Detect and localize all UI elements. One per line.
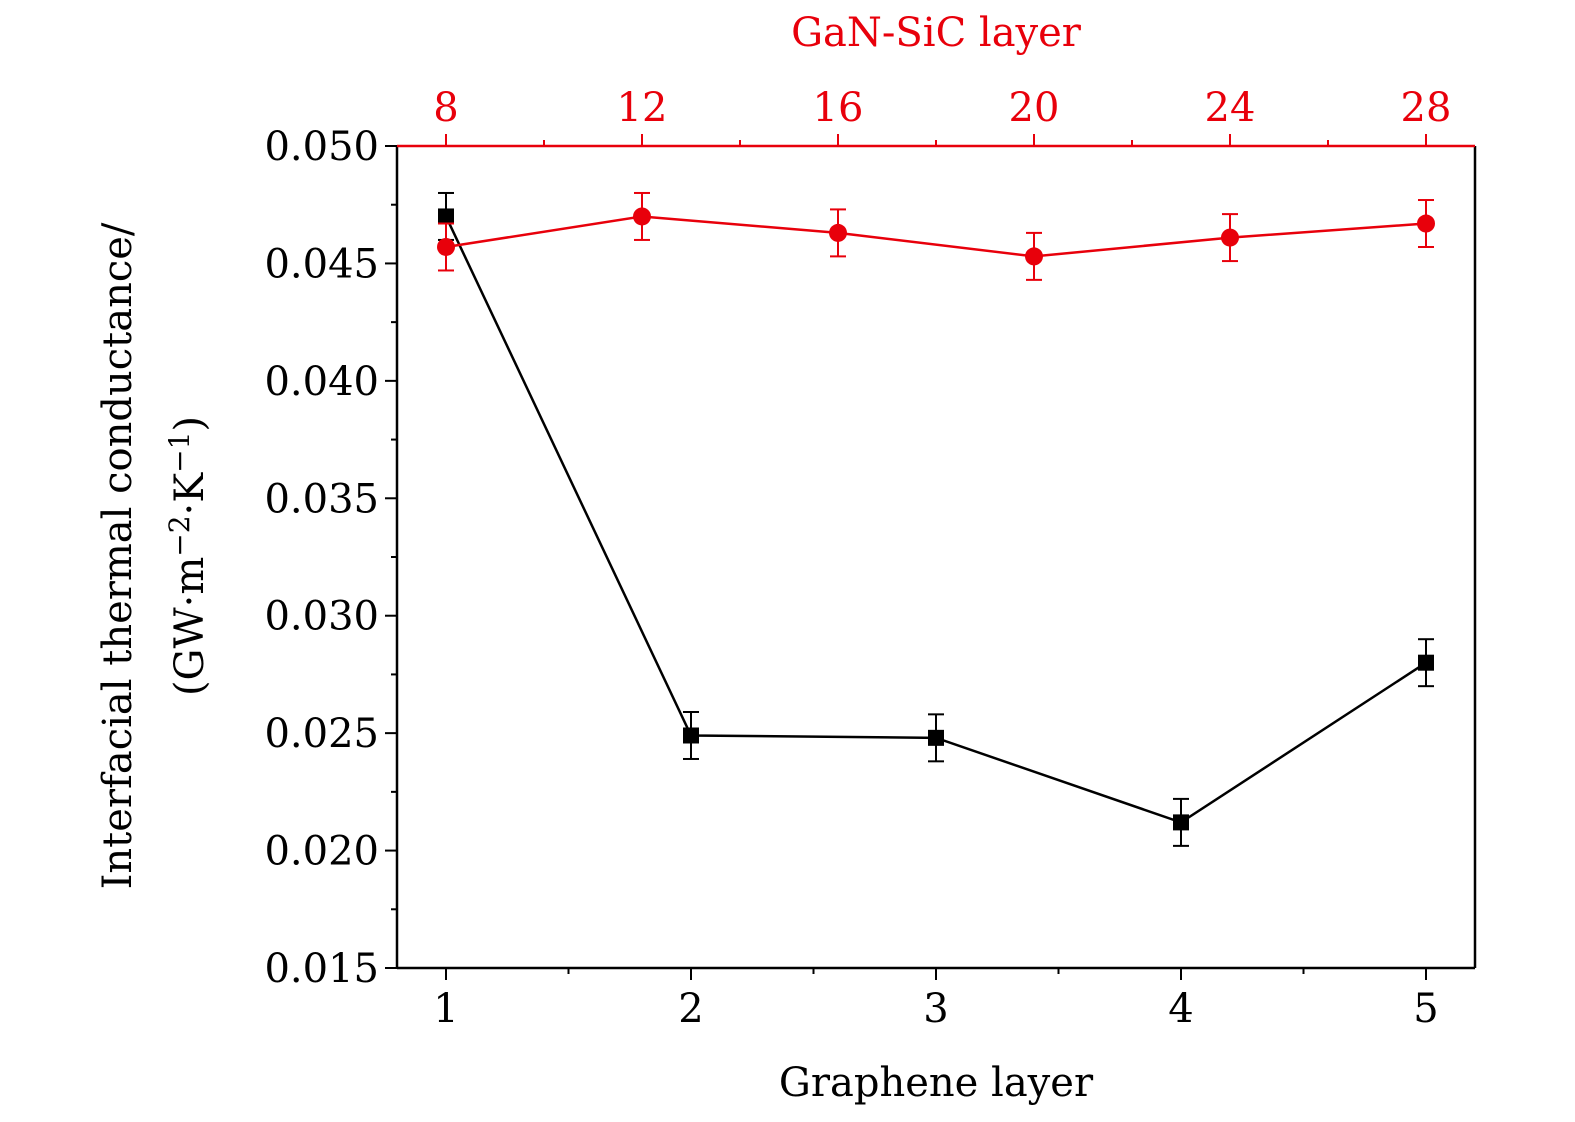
x-tick-label: 1 xyxy=(433,986,458,1032)
axes-layer: 1 2 3 4 58 12 16 20 24 280.0150.0200.0250.0300.03… xyxy=(264,85,1477,1032)
y-tick-label: 0.025 xyxy=(264,711,379,757)
y-tick-label: 0.035 xyxy=(264,476,379,522)
series-line xyxy=(445,215,1427,258)
x-tick-label: 5 xyxy=(1413,986,1438,1032)
y-tick-label: 0.050 xyxy=(264,124,379,170)
x2-tick-label: 24 xyxy=(1205,85,1256,131)
y-axis-unit-exp2: −1 xyxy=(163,432,196,473)
y-tick-label: 0.040 xyxy=(264,359,379,405)
x-tick-label: 3 xyxy=(923,986,948,1032)
y-tick-label: 0.020 xyxy=(264,829,379,875)
y-axis-unit-exp1: −2 xyxy=(163,515,196,556)
data-point xyxy=(1221,228,1239,247)
data-point xyxy=(437,237,455,256)
y-axis-unit-mid: ·K xyxy=(167,472,213,516)
y-axis-title-line2: (GW·m−2·K−1) xyxy=(163,416,213,696)
series-layer xyxy=(437,191,1435,847)
y-axis-unit-end: ) xyxy=(167,416,213,432)
data-point xyxy=(438,208,454,225)
data-point xyxy=(1417,214,1435,233)
x2-tick-label: 8 xyxy=(433,85,458,131)
series-graphene xyxy=(438,191,1434,847)
data-point xyxy=(633,207,651,226)
x2-tick-label: 20 xyxy=(1009,85,1060,131)
x2-tick-label: 28 xyxy=(1401,85,1452,131)
x-tick-label: 2 xyxy=(678,986,703,1032)
data-point xyxy=(829,223,847,242)
data-point xyxy=(1418,654,1434,671)
x-axis-title: Graphene layer xyxy=(779,1060,1094,1106)
y-tick-label: 0.030 xyxy=(264,594,379,640)
x2-tick-label: 12 xyxy=(617,85,668,131)
y-tick-label: 0.045 xyxy=(264,241,379,287)
x-tick-label: 4 xyxy=(1168,986,1193,1032)
data-point xyxy=(1173,814,1189,831)
data-point xyxy=(683,727,699,744)
data-point xyxy=(1025,247,1043,266)
x2-tick-label: 16 xyxy=(813,85,864,131)
y-axis-title-line1: Interfacial thermal conductance/ xyxy=(95,222,141,889)
y-axis-title: Interfacial thermal conductance/ (GW·m−2… xyxy=(95,222,213,889)
y-tick-label: 0.015 xyxy=(264,946,379,992)
series-gan-sic xyxy=(437,191,1435,281)
data-point xyxy=(928,729,944,746)
y-axis-unit-base: (GW·m xyxy=(167,557,213,696)
x2-axis-title: GaN-SiC layer xyxy=(791,10,1082,56)
